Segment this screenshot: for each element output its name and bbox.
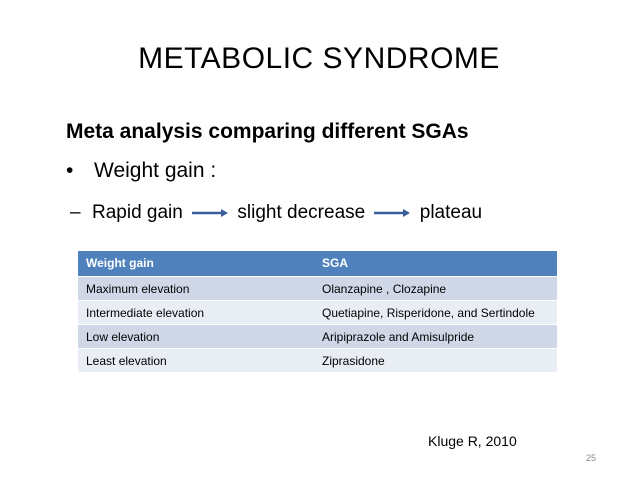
table-cell: Maximum elevation [78, 276, 314, 301]
table-row: Least elevation Ziprasidone [78, 348, 557, 372]
table-cell: Ziprasidone [314, 348, 557, 372]
table-cell: Quetiapine, Risperidone, and Sertindole [314, 300, 557, 325]
slide-subtitle: Meta analysis comparing different SGAs [66, 120, 469, 143]
subbullet-marker: – [70, 202, 81, 223]
progression-step-2: slight decrease [237, 202, 366, 223]
bullet-marker: • [66, 159, 74, 182]
table-row: Intermediate elevation Quetiapine, Rispe… [78, 300, 557, 325]
page-number: 25 [586, 453, 597, 463]
table-header-sga: SGA [314, 251, 557, 277]
bullet-text: Weight gain : [94, 159, 217, 182]
sga-weight-gain-table: Weight gain SGA Maximum elevation Olanza… [78, 251, 557, 372]
right-arrow-icon [192, 208, 229, 217]
subbullet-progression: – Rapid gain slight decrease plateau [70, 202, 482, 224]
table-header-weight-gain: Weight gain [78, 251, 314, 277]
table-cell: Olanzapine , Clozapine [314, 276, 557, 301]
citation: Kluge R, 2010 [428, 433, 517, 449]
slide-title: METABOLIC SYNDROME [138, 42, 500, 75]
right-arrow-icon [374, 208, 411, 217]
table-row: Maximum elevation Olanzapine , Clozapine [78, 276, 557, 301]
table-cell: Least elevation [78, 348, 314, 372]
table-cell: Low elevation [78, 324, 314, 349]
table-cell: Aripiprazole and Amisulpride [314, 324, 557, 349]
bullet-weight-gain: • Weight gain : [66, 159, 216, 183]
table-cell: Intermediate elevation [78, 300, 314, 325]
progression-step-3: plateau [419, 202, 483, 223]
table-header-row: Weight gain SGA [78, 251, 557, 277]
table-row: Low elevation Aripiprazole and Amisulpri… [78, 324, 557, 349]
progression-step-1: Rapid gain [92, 202, 183, 223]
